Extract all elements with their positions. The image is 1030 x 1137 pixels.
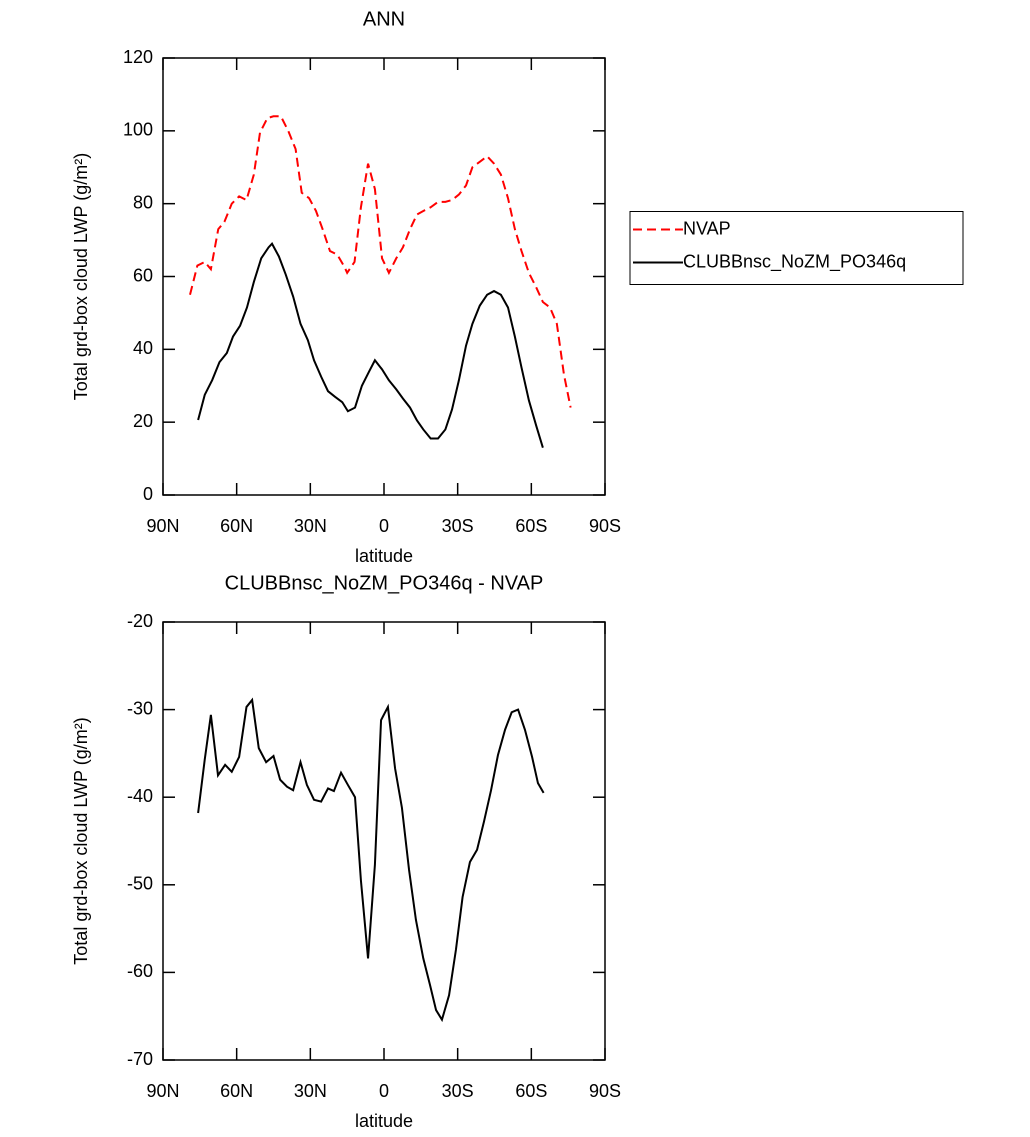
x-tick-label: 60S [515, 516, 547, 536]
y-tick-label: 40 [133, 338, 153, 358]
y-tick-label: -20 [127, 611, 153, 631]
chart-title: CLUBBnsc_NoZM_PO346q - NVAP [225, 572, 544, 594]
y-tick-label: 120 [123, 47, 153, 67]
legend-box [629, 211, 964, 285]
x-tick-label: 0 [379, 1081, 389, 1101]
y-tick-label: 80 [133, 192, 153, 212]
y-tick-label: 60 [133, 265, 153, 285]
data-line [189, 115, 572, 408]
y-tick-label: -60 [127, 961, 153, 981]
x-tick-label: 90S [589, 516, 621, 536]
y-tick-label: -50 [127, 874, 153, 894]
y-axis-label: Total grd-box cloud LWP (g/m²) [71, 717, 91, 964]
x-tick-label: 60S [515, 1081, 547, 1101]
plot-frame [162, 57, 606, 496]
x-tick-label: 60N [220, 1081, 253, 1101]
x-tick-label: 30S [442, 516, 474, 536]
x-tick-label: 30N [294, 516, 327, 536]
data-line [197, 697, 545, 1023]
x-axis-label: latitude [355, 546, 413, 566]
y-tick-label: 100 [123, 120, 153, 140]
x-tick-label: 90N [146, 1081, 179, 1101]
y-tick-label: 0 [143, 484, 153, 504]
legend-label: CLUBBnsc_NoZM_PO346q [683, 251, 906, 272]
chart-title: ANN [363, 8, 405, 30]
y-tick-label: -70 [127, 1049, 153, 1069]
y-tick-label: -40 [127, 786, 153, 806]
x-axis-label: latitude [355, 1111, 413, 1131]
x-tick-label: 90S [589, 1081, 621, 1101]
x-tick-label: 30N [294, 1081, 327, 1101]
x-tick-label: 60N [220, 516, 253, 536]
x-tick-label: 0 [379, 516, 389, 536]
legend-label: NVAP [683, 218, 731, 238]
y-axis-label: Total grd-box cloud LWP (g/m²) [71, 153, 91, 400]
y-tick-label: -30 [127, 698, 153, 718]
x-tick-label: 30S [442, 1081, 474, 1101]
y-tick-label: 20 [133, 411, 153, 431]
plot-frame [162, 621, 606, 1061]
x-tick-label: 90N [146, 516, 179, 536]
data-line [197, 242, 544, 448]
